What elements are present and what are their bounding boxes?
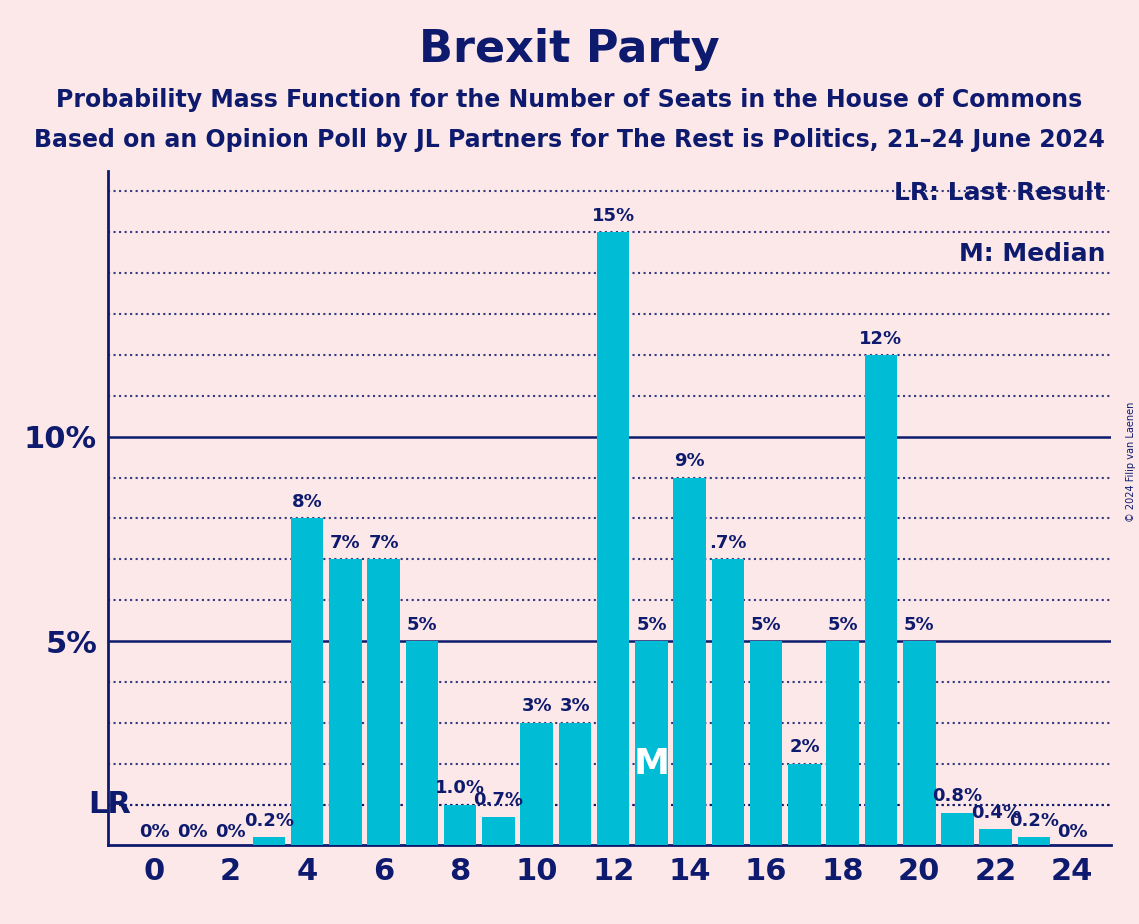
Text: 7%: 7% [330, 534, 361, 552]
Text: 0.2%: 0.2% [244, 812, 294, 830]
Text: M: Median: M: Median [959, 242, 1106, 266]
Bar [558, 723, 591, 845]
Text: Brexit Party: Brexit Party [419, 28, 720, 71]
Text: 2%: 2% [789, 738, 820, 757]
Text: 0%: 0% [177, 823, 207, 842]
Bar [903, 641, 935, 845]
Bar [482, 817, 515, 845]
Bar [712, 559, 744, 845]
Text: 15%: 15% [591, 207, 634, 225]
Text: 0%: 0% [215, 823, 246, 842]
Bar [827, 641, 859, 845]
Bar [253, 837, 285, 845]
Bar [1018, 837, 1050, 845]
Bar [788, 764, 821, 845]
Bar [368, 559, 400, 845]
Bar [673, 478, 706, 845]
Text: 0%: 0% [139, 823, 170, 842]
Text: 5%: 5% [751, 615, 781, 634]
Bar [941, 813, 974, 845]
Text: 0%: 0% [1057, 823, 1088, 842]
Text: 12%: 12% [860, 330, 902, 347]
Text: 5%: 5% [827, 615, 858, 634]
Text: 1.0%: 1.0% [435, 779, 485, 797]
Text: LR: Last Result: LR: Last Result [894, 181, 1106, 205]
Text: Based on an Opinion Poll by JL Partners for The Rest is Politics, 21–24 June 202: Based on an Opinion Poll by JL Partners … [34, 128, 1105, 152]
Text: 3%: 3% [559, 698, 590, 715]
Bar [636, 641, 667, 845]
Bar [865, 355, 898, 845]
Text: © 2024 Filip van Laenen: © 2024 Filip van Laenen [1126, 402, 1136, 522]
Text: 0.7%: 0.7% [474, 792, 524, 809]
Bar [597, 232, 630, 845]
Text: 0.2%: 0.2% [1009, 812, 1059, 830]
Text: 7%: 7% [368, 534, 399, 552]
Text: 5%: 5% [904, 615, 935, 634]
Text: 8%: 8% [292, 493, 322, 511]
Text: .7%: .7% [710, 534, 747, 552]
Text: 5%: 5% [407, 615, 437, 634]
Bar [980, 829, 1013, 845]
Bar [290, 518, 323, 845]
Bar [444, 805, 476, 845]
Text: 3%: 3% [522, 698, 552, 715]
Text: 9%: 9% [674, 452, 705, 470]
Text: Probability Mass Function for the Number of Seats in the House of Commons: Probability Mass Function for the Number… [56, 88, 1083, 112]
Text: 5%: 5% [637, 615, 666, 634]
Bar [749, 641, 782, 845]
Bar [329, 559, 362, 845]
Bar [521, 723, 552, 845]
Text: M: M [633, 747, 670, 781]
Text: LR: LR [89, 790, 131, 819]
Text: 0.8%: 0.8% [933, 787, 983, 806]
Bar [405, 641, 439, 845]
Text: 0.4%: 0.4% [970, 804, 1021, 821]
